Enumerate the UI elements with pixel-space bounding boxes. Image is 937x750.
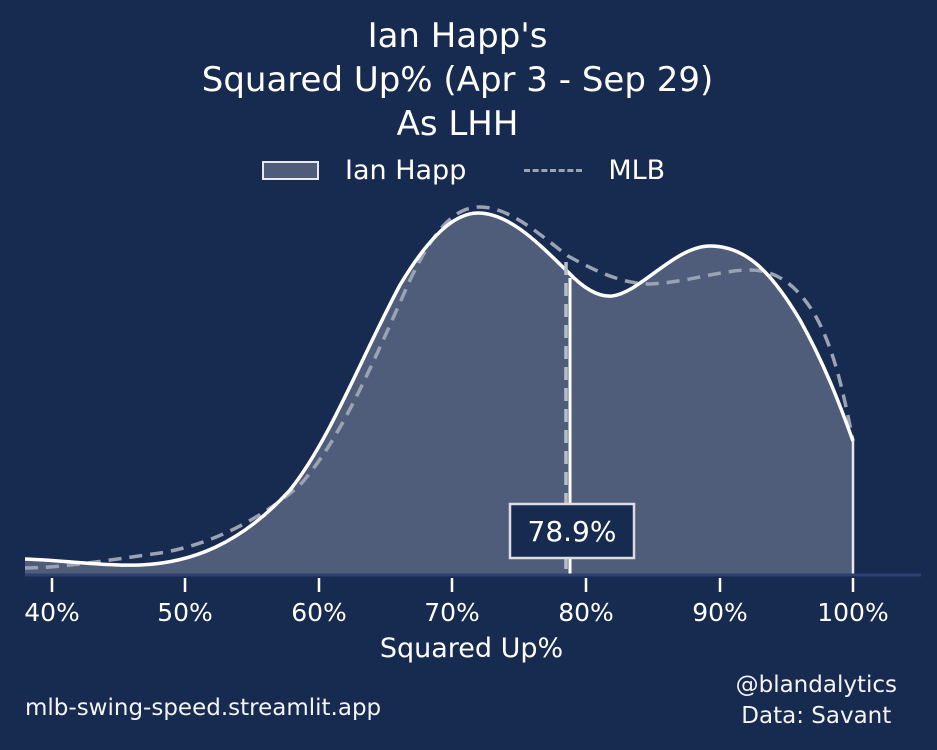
- player-density-line: [24, 211, 855, 567]
- credit-handle: @blandalytics: [735, 672, 897, 698]
- source-app-text: mlb-swing-speed.streamlit.app: [25, 695, 382, 721]
- x-tick-70: 70%: [424, 598, 480, 627]
- credits: @blandalytics Data: Savant: [736, 670, 897, 732]
- title-line-1: Ian Happ's: [367, 16, 548, 56]
- player-density-fill: [25, 213, 853, 575]
- mlb-density-line: [24, 205, 855, 570]
- x-tick-40: 40%: [24, 598, 80, 627]
- median-label: 78.9%: [528, 515, 617, 548]
- x-tick-90: 90%: [692, 598, 748, 627]
- legend-player-swatch-icon: [262, 160, 319, 180]
- x-tick-80: 80%: [558, 598, 614, 627]
- title-line-2: Squared Up% (Apr 3 - Sep 29): [201, 60, 714, 100]
- x-tick-60: 60%: [291, 598, 347, 627]
- legend-mlb-dash-icon: [524, 168, 583, 172]
- x-tick-50: 50%: [157, 598, 213, 627]
- x-axis-label: Squared Up%: [379, 633, 564, 664]
- chart-title: Ian Happ's Squared Up% (Apr 3 - Sep 29) …: [0, 14, 915, 146]
- legend-player-label: Ian Happ: [345, 154, 467, 186]
- legend-mlb-label: MLB: [608, 154, 666, 186]
- x-axis-ticks: [50, 578, 855, 592]
- legend: Ian Happ MLB: [262, 152, 665, 188]
- x-tick-100: 100%: [817, 598, 888, 627]
- title-line-3: As LHH: [396, 104, 519, 144]
- data-source: Data: Savant: [741, 703, 892, 729]
- median-label-box: [508, 502, 636, 560]
